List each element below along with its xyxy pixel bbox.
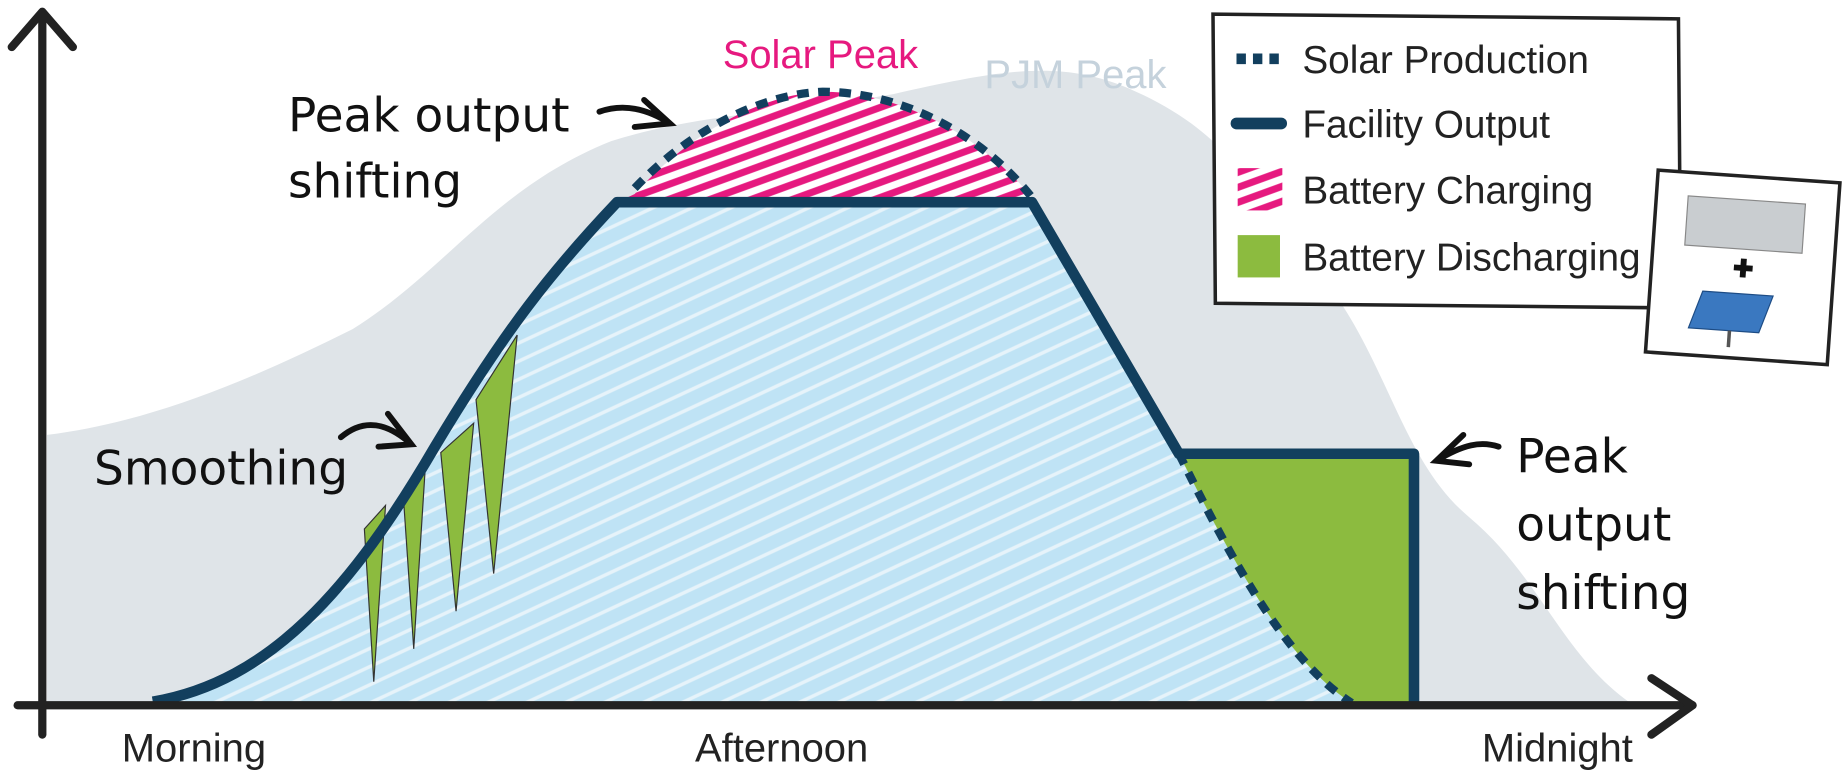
legend: Solar Production Facility Output Battery…	[1211, 12, 1683, 310]
smoothing-label: Smoothing	[94, 441, 348, 496]
legend-label: Solar Production	[1302, 39, 1589, 82]
solar-peak-label: Solar Peak	[723, 33, 919, 77]
annotation-line: Peak	[1516, 430, 1628, 485]
annotation: Peak output shifting	[1516, 430, 1690, 621]
x-label: Midnight	[1482, 727, 1633, 771]
annotation-line: shifting	[288, 155, 462, 210]
legend-label: Facility Output	[1302, 104, 1550, 147]
annotation-arrows	[337, 97, 1502, 468]
annotation-line: output	[1516, 498, 1671, 553]
annotation: Peak output shifting	[288, 89, 585, 210]
annotation-line: Peak output	[288, 89, 570, 144]
equipment-card	[1643, 168, 1842, 367]
legend-label: Battery Charging	[1302, 169, 1593, 212]
axes	[7, 7, 1697, 739]
facility-output-line	[151, 196, 1420, 707]
x-label: Morning	[122, 727, 266, 771]
discharging-area	[1178, 453, 1414, 703]
annotation-line: shifting	[1516, 566, 1690, 621]
legend-label: Battery Discharging	[1302, 236, 1640, 279]
x-label: Afternoon	[695, 727, 868, 771]
pjm-peak-label: PJM Peak	[984, 53, 1167, 97]
solar-production-line	[631, 87, 1036, 201]
smoothing-spikes	[363, 334, 518, 682]
